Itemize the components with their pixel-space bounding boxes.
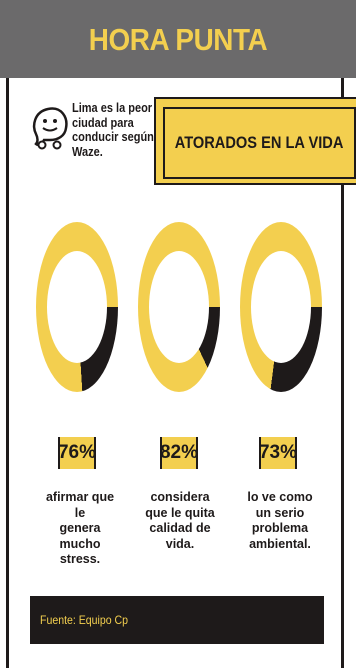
caption-1-line: afirmar que le (45, 490, 115, 520)
caption-2-line: considera (150, 490, 210, 504)
percent-label-3: 73% (259, 437, 297, 469)
caption-3-line: un serio (255, 505, 305, 520)
donut-chart-1 (36, 222, 118, 392)
caption-1: afirmar que le genera mucho stress. (40, 490, 120, 568)
caption-2-line: que le quita (145, 505, 215, 520)
banner-box (154, 97, 356, 185)
donut-chart-2 (138, 222, 220, 392)
source-text: Fuente: Equipo Cp (40, 613, 129, 627)
intro-text: Lima es la peor ciudad para conducir seg… (72, 101, 154, 159)
donut-chart-3 (240, 222, 322, 392)
banner-title: ATORADOS EN LA VIDA (175, 133, 344, 152)
caption-2: considera que le quita calidad de vida. (138, 490, 222, 552)
content-frame (6, 78, 344, 668)
source-bar: Fuente: Equipo Cp (30, 596, 324, 644)
caption-3-line: problema (251, 521, 309, 535)
caption-3-line: ambiental. (249, 536, 311, 551)
page-title: HORA PUNTA (88, 22, 268, 57)
caption-1-line: genera mucho (59, 521, 101, 551)
caption-2-line: calidad de vida. (149, 521, 211, 551)
percent-label-2: 82% (160, 437, 198, 469)
caption-3: lo ve como un serio problema ambiental. (244, 490, 316, 552)
header-bar: HORA PUNTA (0, 0, 356, 78)
banner-frame: ATORADOS EN LA VIDA (163, 107, 356, 179)
waze-icon (32, 107, 68, 150)
percent-label-1: 76% (58, 437, 96, 469)
caption-3-line: lo ve como (247, 490, 313, 504)
caption-1-line: stress. (59, 552, 101, 566)
